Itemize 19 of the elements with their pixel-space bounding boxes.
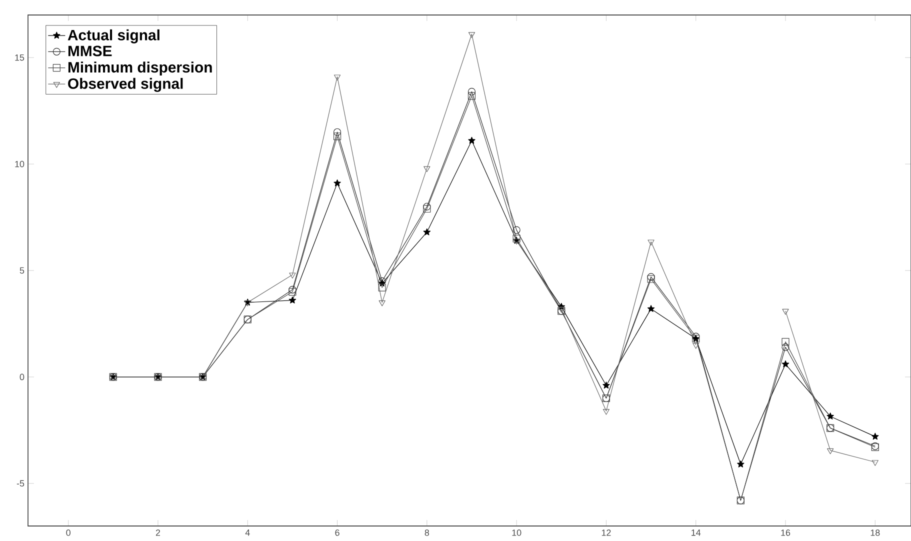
- y-tick-label: 5: [20, 267, 24, 274]
- legend-label: MMSE: [68, 46, 112, 56]
- x-tick-label: 14: [692, 530, 701, 536]
- y-tick-label: 0: [20, 374, 24, 380]
- x-tick-label: 18: [870, 530, 880, 536]
- x-tick-label: 0: [66, 530, 70, 536]
- x-tick-label: 4: [245, 530, 250, 536]
- x-tick-label: 6: [335, 530, 340, 536]
- y-tick-label: -5: [16, 480, 24, 487]
- legend-label: Observed signal: [68, 78, 183, 92]
- x-tick-label: 12: [602, 530, 611, 536]
- x-tick-label: 16: [781, 530, 790, 536]
- x-tick-label: 8: [424, 530, 430, 536]
- x-tick-label: 10: [512, 530, 522, 536]
- legend-label: Actual signal: [68, 29, 160, 44]
- x-tick-label: 2: [156, 530, 160, 536]
- y-tick-label: 15: [15, 54, 24, 61]
- legend-label: Minimum dispersion: [68, 62, 212, 76]
- y-tick-label: 10: [15, 160, 24, 168]
